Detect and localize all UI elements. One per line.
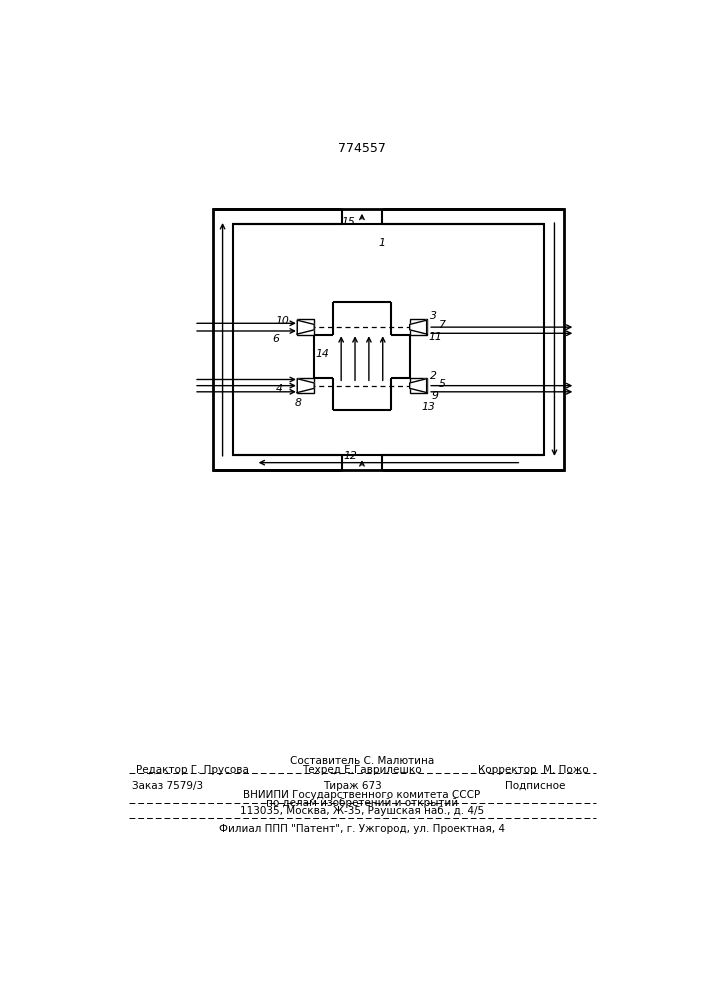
Text: 13: 13: [421, 402, 435, 412]
Text: Тираж 673: Тираж 673: [322, 781, 381, 791]
Text: Редактор Г. Прусова: Редактор Г. Прусова: [136, 765, 249, 775]
Text: Корректор  М. Пожо: Корректор М. Пожо: [478, 765, 588, 775]
Text: Составитель С. Малютина: Составитель С. Малютина: [290, 756, 434, 766]
Text: 14: 14: [316, 349, 329, 359]
Text: ВНИИПИ Государственного комитета СССР: ВНИИПИ Государственного комитета СССР: [243, 790, 481, 800]
Text: 4: 4: [276, 384, 283, 394]
Text: 113035, Москва, Ж-35, Раушская наб., д. 4/5: 113035, Москва, Ж-35, Раушская наб., д. …: [240, 806, 484, 816]
Polygon shape: [297, 320, 314, 334]
Text: 15: 15: [342, 217, 356, 227]
Bar: [233, 224, 544, 455]
Bar: [297, 378, 314, 393]
Text: 2: 2: [430, 371, 437, 381]
Text: 11: 11: [428, 332, 442, 342]
Text: 10: 10: [276, 316, 289, 326]
Bar: [214, 209, 563, 470]
Text: Заказ 7579/3: Заказ 7579/3: [132, 781, 203, 791]
Polygon shape: [409, 320, 426, 334]
Text: Техред Е.Гаврилешко: Техред Е.Гаврилешко: [302, 765, 422, 775]
Text: 5: 5: [439, 379, 446, 389]
Text: 1: 1: [379, 238, 386, 248]
Text: 3: 3: [430, 311, 437, 321]
Polygon shape: [297, 379, 314, 393]
Text: Подписное: Подписное: [505, 781, 566, 791]
Bar: [409, 319, 426, 335]
Text: 12: 12: [344, 451, 357, 461]
Text: 6: 6: [272, 334, 279, 344]
Bar: [409, 378, 426, 393]
Bar: [297, 319, 314, 335]
Text: 8: 8: [295, 398, 302, 408]
Text: 774557: 774557: [338, 142, 386, 155]
Text: 9: 9: [431, 391, 438, 401]
Polygon shape: [409, 379, 426, 393]
Text: Филиал ППП "Патент", г. Ужгород, ул. Проектная, 4: Филиал ППП "Патент", г. Ужгород, ул. Про…: [219, 824, 505, 834]
Text: по делам изобретений и открытий: по делам изобретений и открытий: [266, 798, 458, 808]
Text: 7: 7: [439, 320, 446, 330]
